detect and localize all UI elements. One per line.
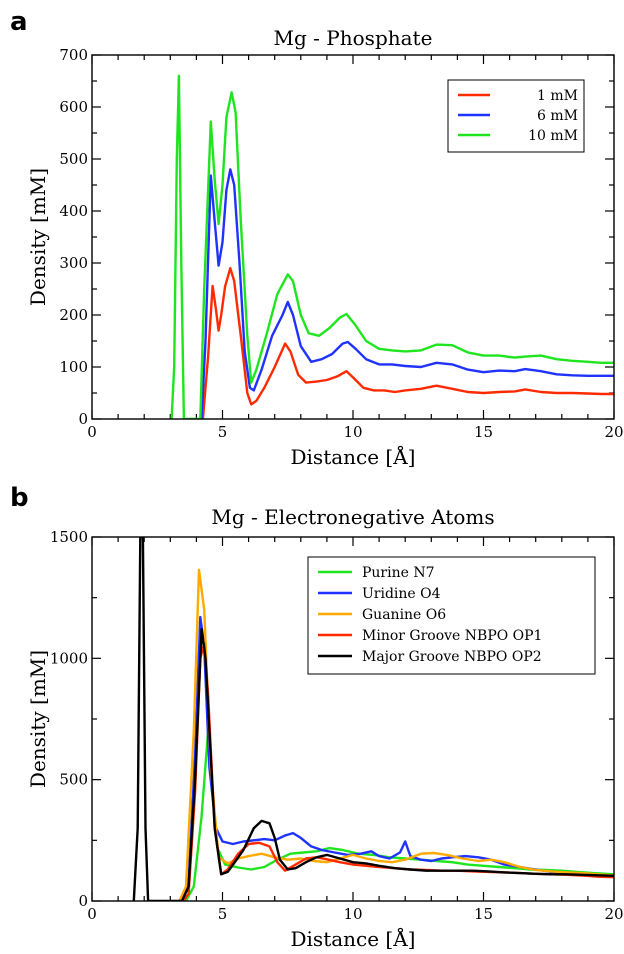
panel-a-legend-label: 6 mM [537, 108, 578, 124]
panel-a-y-tick-label: 300 [59, 254, 88, 272]
panel-b-series-line-2 [179, 615, 614, 901]
panel-a-y-tick-label: 200 [59, 306, 88, 324]
panel-b-x-tick-label: 15 [474, 905, 493, 923]
panel-b-legend-label: Guanine O6 [362, 607, 446, 623]
panel-b-y-tick-label: 500 [59, 771, 88, 789]
panel-a-x-tick-label: 5 [218, 423, 228, 441]
panel-b-legend: Purine N7 Uridine O4 Guanine O6 Minor Groov… [307, 556, 596, 675]
panel-letter-a: a [10, 7, 28, 37]
panel-a-y-tick-label: 0 [78, 410, 88, 428]
panel-b-legend-label: Purine N7 [362, 565, 435, 581]
panel-b: b Mg - Electronegative Atoms Distance [Å… [10, 483, 624, 951]
panel-a-series-line-2 [200, 168, 614, 419]
panel-b-x-axis-label: Distance [Å] [291, 926, 416, 951]
panel-b-plot-area [132, 537, 614, 901]
panel-a-x-tick-label: 15 [474, 423, 493, 441]
panel-b-legend-label: Major Groove NBPO OP2 [362, 649, 542, 665]
panel-a-x-tick-label: 20 [604, 423, 623, 441]
panel-a-ticks [91, 54, 615, 420]
panel-b-series-line-1 [184, 729, 614, 901]
panel-a-y-tick-label: 600 [59, 98, 88, 116]
panel-b-series-line-5 [132, 537, 614, 901]
panel-letter-b: b [10, 483, 29, 513]
panel-b-y-tick-label: 1000 [50, 649, 88, 667]
panel-a-y-tick-label: 700 [59, 46, 88, 64]
panel-a-y-tick-label: 500 [59, 150, 88, 168]
panel-a-series-line-3 [170, 74, 614, 419]
panel-a-y-axis-label: Density [mM] [26, 168, 50, 306]
panel-a-frame [91, 54, 615, 420]
panel-b-y-tick-label: 1500 [50, 528, 88, 546]
panel-b-y-axis-label: Density [mM] [26, 650, 50, 788]
panel-b-title: Mg - Electronegative Atoms [211, 505, 494, 529]
panel-a-x-tick-label: 0 [87, 423, 97, 441]
panel-b-legend-box [307, 556, 596, 675]
panel-b-y-tick-label: 0 [78, 892, 88, 910]
panel-a: a Mg - Phosphate Distance [Å] Density [m… [10, 7, 624, 469]
panel-a-legend: 1 mM 6 mM 10 mM [447, 79, 585, 153]
panel-b-x-tick-label: 5 [218, 905, 228, 923]
panel-a-x-tick-label: 10 [343, 423, 362, 441]
panel-b-frame [91, 536, 615, 902]
panel-a-title: Mg - Phosphate [274, 26, 433, 50]
panel-a-plot-area [170, 74, 614, 419]
panel-a-y-tick-label: 400 [59, 202, 88, 220]
panel-b-x-tick-label: 10 [343, 905, 362, 923]
panel-a-series-line-1 [201, 267, 614, 419]
panel-a-legend-label: 1 mM [537, 88, 578, 104]
panel-b-series-line-4 [182, 642, 614, 901]
panel-b-tick-labels: 0 5 10 15 20 0 500 1000 1500 [50, 528, 624, 923]
panel-b-x-tick-label: 0 [87, 905, 97, 923]
panel-b-x-tick-label: 20 [604, 905, 623, 923]
panel-b-legend-label: Minor Groove NBPO OP1 [362, 628, 542, 644]
panel-a-x-axis-label: Distance [Å] [291, 444, 416, 469]
panel-a-legend-label: 10 mM [528, 128, 578, 144]
panel-b-legend-label: Uridine O4 [362, 586, 441, 602]
panel-a-y-tick-label: 100 [59, 358, 88, 376]
